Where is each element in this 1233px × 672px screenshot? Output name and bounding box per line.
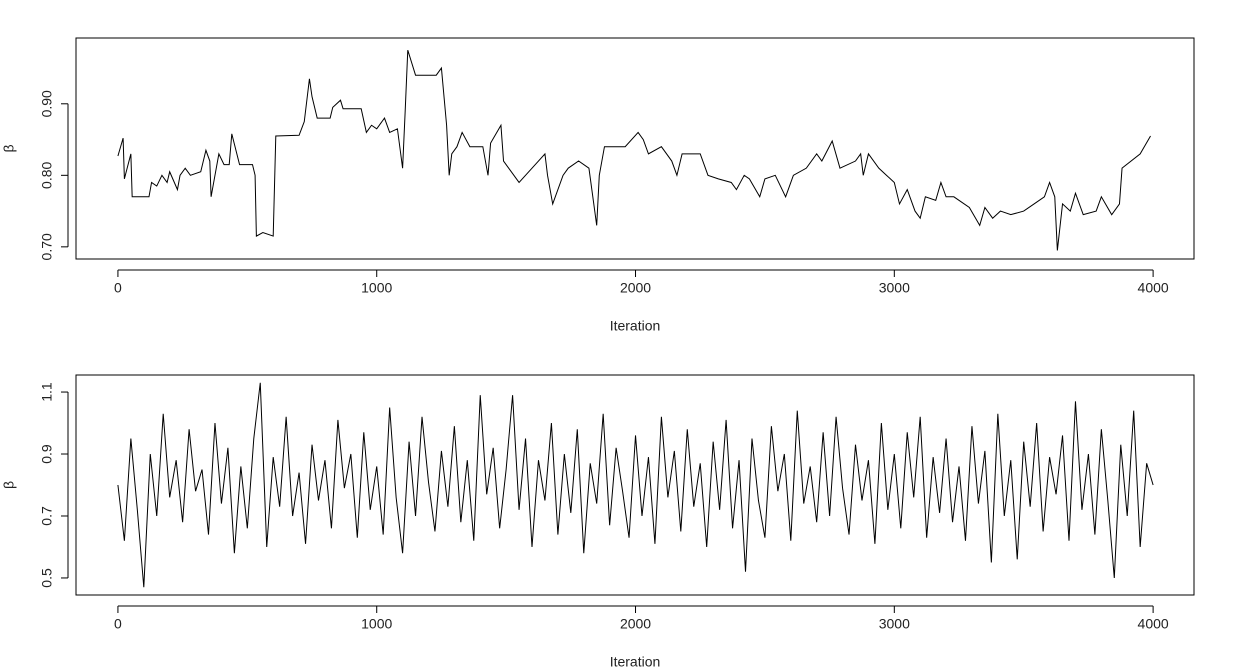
y-tick-label: 1.1 bbox=[39, 382, 55, 402]
x-tick-label: 4000 bbox=[1138, 280, 1169, 296]
x-tick-label: 0 bbox=[114, 616, 122, 632]
x-tick-label: 1000 bbox=[361, 280, 392, 296]
plot-box bbox=[75, 37, 1195, 260]
plot-box bbox=[75, 374, 1195, 596]
trace-line bbox=[117, 50, 1151, 251]
x-tick-label: 4000 bbox=[1138, 616, 1169, 632]
x-tick-label: 2000 bbox=[620, 616, 651, 632]
x-tick-label: 3000 bbox=[879, 616, 910, 632]
x-axis-label: Iteration bbox=[610, 654, 661, 670]
y-axis-label: β bbox=[1, 144, 17, 152]
y-tick-label: 0.7 bbox=[39, 506, 55, 526]
x-tick-label: 0 bbox=[114, 280, 122, 296]
y-tick-label: 0.70 bbox=[39, 233, 55, 260]
x-tick-label: 3000 bbox=[879, 280, 910, 296]
y-tick-label: 0.80 bbox=[39, 161, 55, 188]
y-tick-label: 0.5 bbox=[39, 568, 55, 588]
y-tick-label: 0.90 bbox=[39, 90, 55, 117]
y-tick-label: 0.9 bbox=[39, 444, 55, 464]
y-axis-label: β bbox=[1, 481, 17, 489]
x-tick-label: 2000 bbox=[620, 280, 651, 296]
x-axis-label: Iteration bbox=[610, 318, 661, 334]
x-tick-label: 1000 bbox=[361, 616, 392, 632]
trace-line bbox=[117, 382, 1154, 588]
